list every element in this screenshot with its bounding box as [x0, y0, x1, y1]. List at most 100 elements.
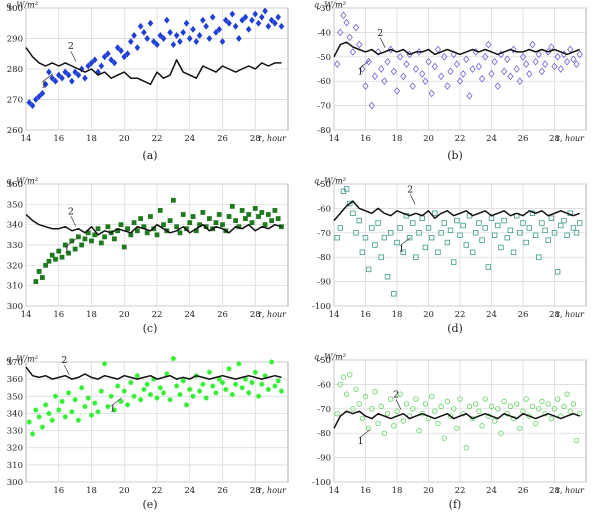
data-point: [510, 45, 517, 54]
data-point: [141, 386, 147, 393]
data-point: [147, 19, 154, 27]
data-point: [56, 248, 62, 254]
data-point: [523, 60, 530, 68]
x-tick-label: 16: [53, 134, 64, 144]
data-point: [239, 16, 246, 24]
data-point: [352, 23, 360, 32]
data-point: [29, 431, 36, 437]
y-tick-label: -90: [317, 278, 331, 288]
data-point: [187, 220, 193, 226]
data-point: [36, 269, 42, 274]
data-point: [359, 415, 366, 422]
data-point: [187, 386, 193, 393]
data-point: [200, 381, 206, 387]
data-point: [507, 227, 514, 234]
curve-label-leader: [360, 429, 370, 438]
x-tick-label: 20: [423, 134, 434, 144]
data-point: [384, 274, 391, 280]
data-point: [128, 379, 134, 386]
data-point: [570, 55, 577, 64]
data-point: [131, 31, 137, 39]
data-point: [473, 230, 479, 236]
data-point: [112, 236, 117, 242]
data-point: [523, 239, 529, 246]
data-point: [536, 406, 542, 412]
x-tick-label: 22: [455, 310, 466, 320]
data-point: [454, 425, 460, 432]
data-point: [246, 390, 252, 396]
x-tick-label: 18: [86, 486, 97, 496]
curve-label-leader: [70, 51, 77, 62]
data-point: [203, 395, 209, 401]
data-point: [256, 214, 261, 219]
data-point: [504, 234, 510, 241]
data-point: [95, 409, 101, 415]
data-point: [520, 220, 526, 226]
data-point: [488, 70, 495, 78]
series-1-points: [26, 355, 285, 437]
data-point: [554, 396, 561, 402]
data-point: [415, 48, 423, 56]
data-point: [121, 244, 127, 250]
data-point: [46, 68, 52, 76]
data-point: [406, 234, 413, 241]
data-point: [59, 74, 65, 82]
data-point: [532, 420, 539, 427]
series-2-line: [25, 47, 282, 86]
curve-label-leader: [409, 194, 416, 205]
data-point: [482, 225, 488, 231]
x-tick-label: 16: [360, 134, 371, 144]
data-point: [393, 87, 401, 95]
data-point: [226, 366, 232, 372]
data-point: [469, 65, 476, 73]
data-point: [118, 47, 124, 55]
data-point: [127, 38, 134, 46]
x-tick-label: 14: [21, 134, 32, 144]
data-point: [111, 59, 118, 67]
x-axis-label: τ, hour: [258, 134, 288, 143]
y-tick-label: -30: [317, 4, 331, 14]
data-point: [259, 381, 265, 387]
data-point: [222, 16, 229, 24]
data-point: [183, 19, 190, 27]
data-point: [501, 398, 507, 405]
data-point: [535, 50, 542, 59]
data-point: [255, 393, 262, 399]
data-point: [435, 420, 441, 427]
data-point: [43, 402, 49, 408]
data-point: [340, 11, 347, 20]
data-point: [190, 393, 196, 399]
data-point: [196, 31, 203, 39]
data-point: [160, 390, 167, 396]
data-point: [265, 22, 272, 30]
data-point: [466, 92, 473, 100]
x-tick-label: 26: [518, 134, 529, 144]
data-point: [551, 62, 558, 71]
y-tick-label: 300: [7, 4, 23, 14]
data-point: [507, 403, 514, 410]
data-point: [108, 393, 114, 399]
data-point: [55, 71, 62, 79]
data-point: [259, 210, 265, 215]
x-tick-label: 28: [250, 486, 261, 496]
data-point: [157, 208, 163, 213]
x-tick-label: 26: [217, 310, 228, 320]
y-tick-label: -80: [317, 126, 331, 136]
y-tick-label: 370: [7, 358, 23, 368]
y-tick-label: 350: [7, 392, 23, 402]
data-point: [76, 234, 81, 240]
x-tick-label: 24: [486, 310, 497, 320]
data-point: [269, 359, 275, 365]
data-point: [121, 388, 127, 394]
data-point: [558, 222, 564, 229]
curve-label-1: 1: [398, 244, 404, 255]
y-tick-label: -60: [317, 77, 331, 87]
y-tick-label: -50: [317, 356, 331, 366]
data-point: [275, 216, 281, 221]
y-tick-label: 340: [7, 409, 23, 419]
data-point: [538, 67, 546, 76]
curve-label-leader: [66, 238, 77, 247]
data-point: [416, 230, 422, 236]
data-point: [375, 420, 381, 427]
data-point: [223, 386, 229, 393]
